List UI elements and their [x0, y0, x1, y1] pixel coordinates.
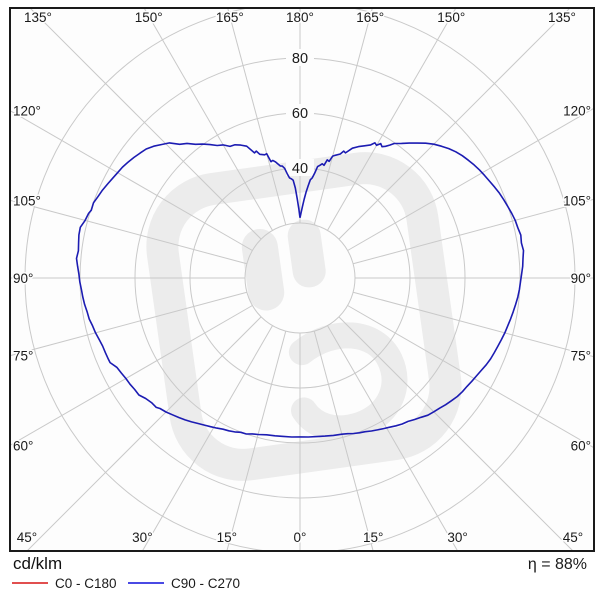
angle-label-90-right: 90°	[571, 271, 591, 286]
angle-label-135-right: 135°	[548, 10, 576, 25]
angle-label-120-right: 120°	[563, 104, 591, 119]
legend-item-c90-c270: C90 - C270	[128, 575, 240, 591]
angle-label-15-left: 15°	[217, 530, 237, 545]
radial-tick-60: 60	[292, 106, 308, 122]
angle-label-180-center: 180°	[286, 10, 314, 25]
angle-label-165-right: 165°	[356, 10, 384, 25]
angle-label-90-left: 90°	[13, 271, 33, 286]
angle-label-45-left: 45°	[17, 530, 37, 545]
radial-tick-80: 80	[292, 51, 308, 67]
angle-label-105-right: 105°	[563, 193, 591, 208]
angle-label-15-right: 15°	[363, 530, 383, 545]
angle-label-30-left: 30°	[132, 530, 152, 545]
curve-C90-C270	[75, 142, 525, 438]
c90-c270-label: C90 - C270	[171, 575, 241, 591]
angle-label-135-left: 135°	[24, 10, 52, 25]
angle-label-150-left: 150°	[135, 10, 163, 25]
c90-c270-line-swatch	[128, 582, 164, 584]
angle-label-120-left: 120°	[13, 104, 41, 119]
angle-label-75-left: 75°	[13, 349, 33, 364]
watermark-logo	[146, 152, 462, 481]
c0-c180-label: C0 - C180	[55, 575, 117, 591]
angle-label-75-right: 75°	[571, 349, 591, 364]
angle-label-165-left: 165°	[216, 10, 244, 25]
angle-label-105-left: 105°	[13, 193, 41, 208]
radial-tick-40: 40	[292, 161, 308, 177]
angle-label-150-right: 150°	[437, 10, 465, 25]
efficiency-label: η = 88%	[527, 556, 587, 573]
angle-label-0-center: 0°	[294, 530, 307, 545]
angle-label-60-right: 60°	[571, 438, 591, 453]
c0-c180-line-swatch	[12, 582, 48, 584]
angle-label-30-right: 30°	[447, 530, 467, 545]
legend-item-c0-c180: C0 - C180	[12, 575, 117, 591]
angle-label-45-right: 45°	[563, 530, 583, 545]
angle-label-60-left: 60°	[13, 438, 33, 453]
unit-label: cd/klm	[13, 554, 63, 573]
chart-frame	[9, 7, 595, 552]
